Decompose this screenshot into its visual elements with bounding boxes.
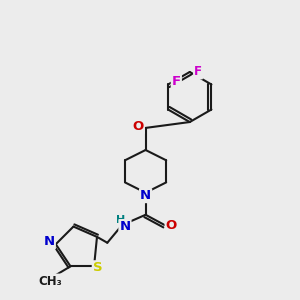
Text: O: O (133, 120, 144, 133)
Text: H: H (116, 215, 125, 225)
Text: CH₃: CH₃ (38, 274, 62, 287)
Text: F: F (194, 65, 202, 79)
Text: N: N (140, 189, 151, 202)
Text: O: O (166, 219, 177, 232)
Text: N: N (44, 236, 55, 248)
Text: N: N (119, 220, 130, 233)
Text: F: F (172, 75, 181, 88)
Text: S: S (93, 261, 102, 274)
